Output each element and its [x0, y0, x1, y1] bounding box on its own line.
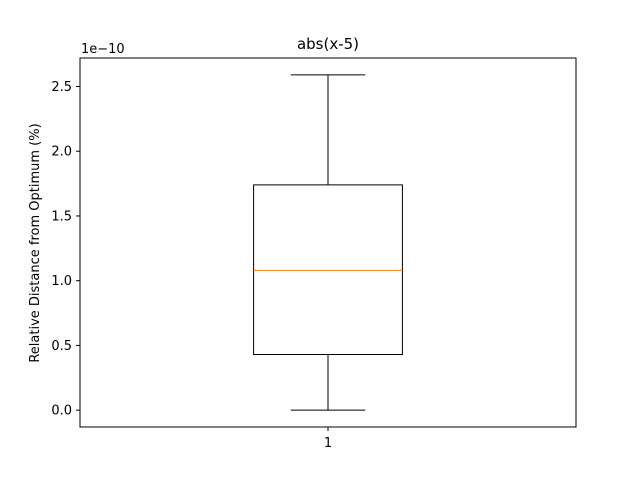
- y-axis-label: Relative Distance from Optimum (%): [28, 123, 43, 362]
- y-tick-label: 0.0: [51, 404, 72, 419]
- y-tick-label: 1.0: [51, 274, 72, 289]
- y-tick-label: 2.0: [51, 145, 72, 160]
- y-tick-label: 2.5: [51, 80, 72, 95]
- plot-area: [253, 74, 403, 411]
- y-tick-label: 1.5: [51, 209, 72, 224]
- x-tick-label: 1: [324, 436, 332, 451]
- y-axis-offset-label: 1e−10: [81, 42, 125, 57]
- y-tick-label: 0.5: [51, 339, 72, 354]
- box-iqr: [253, 184, 403, 355]
- chart-title: abs(x-5): [297, 35, 359, 53]
